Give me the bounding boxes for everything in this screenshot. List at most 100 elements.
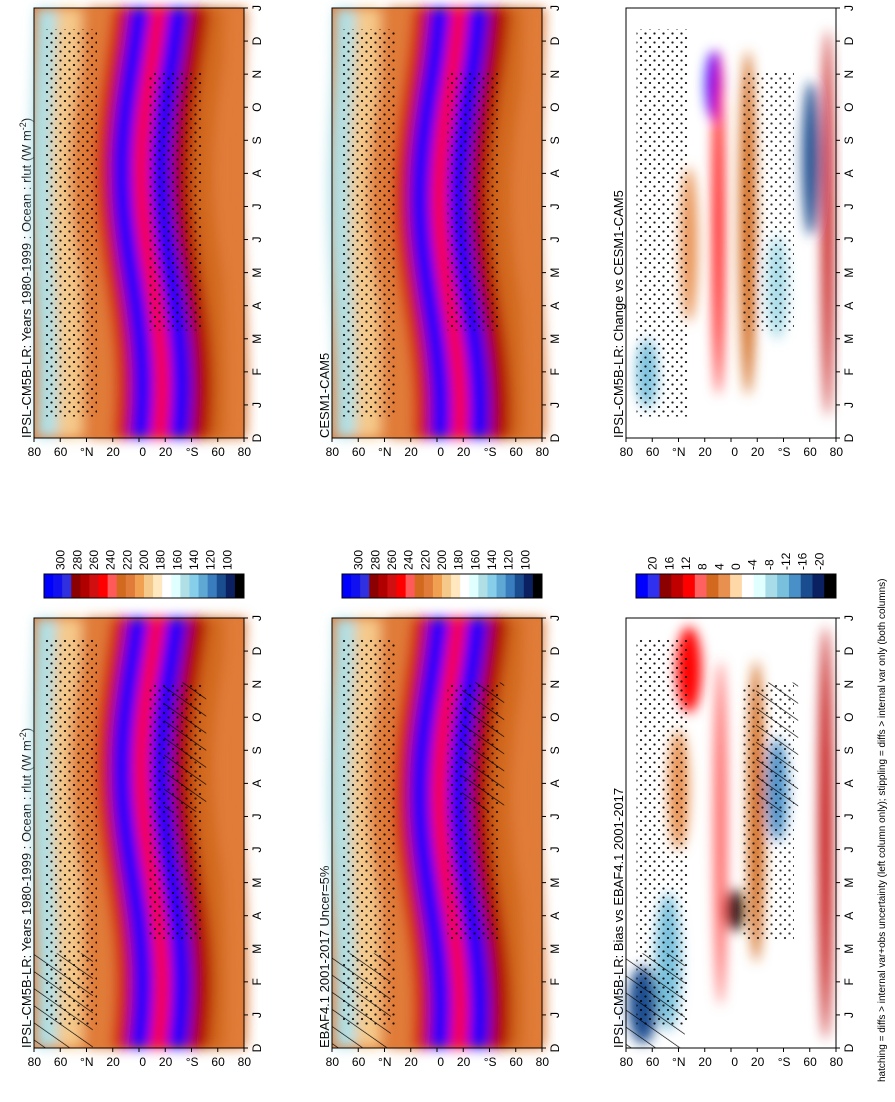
y-tick-label: °S [186,1055,199,1069]
colorbar-swatch [523,574,534,598]
panel-title: IPSL-CM5B-LR: Years 1980-1999 : Ocean : … [18,118,34,438]
x-tick-label: J [250,615,264,621]
x-tick-label: M [250,878,264,888]
colorbar-tick-label: 300 [352,550,366,570]
hatching [756,682,799,812]
colorbar-swatch [71,574,81,598]
y-tick-label: 20 [159,445,173,459]
anomaly [822,29,833,417]
x-tick-label: O [842,103,856,112]
y-tick-label: 80 [326,1055,340,1069]
y-tick-label: 60 [646,1055,660,1069]
y-tick-label: °N [80,445,93,459]
band [392,8,431,438]
y-tick-label: 0 [731,445,738,459]
colorbar-tick-label: 300 [54,550,68,570]
colorbar-swatch [180,574,190,598]
x-tick-label: O [250,103,264,112]
colorbar-swatch [718,574,731,598]
colorbar-frame [43,573,245,599]
colorbar-swatch [360,574,370,598]
x-tick-label: J [842,402,856,408]
x-tick-label: D [548,36,562,45]
x-tick-label: J [548,203,562,209]
title-superscript: -2 [18,732,28,740]
stippling [636,639,689,1027]
stippling [447,72,500,331]
colorbar-tick-label: 220 [418,550,432,570]
colorbar-swatch [107,574,118,598]
x-tick-label: J [548,847,562,853]
colorbar-tick-label: 8 [696,563,710,570]
band [219,618,248,1048]
y-tick-label: 20 [106,445,120,459]
colorbar-swatch [514,574,525,598]
x-tick-label: J [548,813,562,819]
colorbar-swatch [824,574,837,598]
y-tick-label: °N [80,1055,93,1069]
y-tick-label: 80 [238,1055,252,1069]
colorbar-swatch [765,574,778,598]
colorbar-tick-label: 4 [712,563,726,570]
x-tick-label: N [548,680,562,689]
x-tick-label: D [250,646,264,655]
y-tick-label: °N [672,1055,685,1069]
y-tick-label: °N [672,445,685,459]
hatching [332,953,391,1048]
colorbar-swatch [153,574,163,598]
band [489,8,532,438]
colorbar-tick-label: 100 [220,550,234,570]
colorbar-swatch [683,574,696,598]
stippling [149,72,202,331]
y-tick-label: °N [378,445,391,459]
anomaly [726,888,744,932]
colorbar-tick-label: 140 [187,550,201,570]
x-tick-label: S [842,746,856,754]
x-tick-label: O [250,713,264,722]
x-tick-label: S [842,136,856,144]
y-tick-label: °S [778,1055,791,1069]
y-tick-label: 80 [326,445,340,459]
x-tick-label: A [842,912,856,920]
colorbar-swatch [460,574,470,598]
y-tick-label: 60 [509,445,523,459]
colorbar-tick-label: 12 [679,556,693,570]
y-tick-label: 60 [352,445,366,459]
y-tick-label: 60 [509,1055,523,1069]
colorbar-tick-label: -20 [812,552,826,570]
y-tick-label: 80 [28,445,42,459]
panel-title: IPSL-CM5B-LR: Bias vs EBAF4.1 2001-2017 [611,788,626,1048]
colorbar-swatch [378,574,388,598]
y-tick-label: 80 [536,1055,550,1069]
x-tick-label: A [250,302,264,310]
x-tick-label: D [548,646,562,655]
colorbar-swatch [198,574,209,598]
y-tick-label: 20 [751,445,765,459]
stippling [636,29,689,417]
panel-top-left: IPSL-CM5B-LR: Years 1980-1999 : Ocean : … [18,550,264,1069]
x-tick-label: A [250,912,264,920]
band [111,618,154,1048]
y-tick-label: 0 [139,1055,146,1069]
rotated-page: IPSL-CM5B-LR: Years 1980-1999 : Ocean : … [18,5,888,1082]
hatching [626,953,685,1048]
colorbar-tick-label: 20 [646,556,660,570]
x-tick-label: J [250,813,264,819]
colorbar-tick-label: 280 [70,550,84,570]
x-tick-label: J [548,237,562,243]
colorbar-swatch [171,574,181,598]
x-tick-label: D [548,1043,562,1052]
colorbar-swatch [451,574,461,598]
colorbar-swatch [387,574,398,598]
colorbar-swatch [487,574,498,598]
colorbar-swatch [134,574,145,598]
band [517,618,546,1048]
colorbar-tick-label: 240 [104,550,118,570]
x-tick-label: A [842,779,856,787]
colorbar-swatch [234,574,245,598]
colorbar-swatch [694,574,708,598]
colorbar-tick-label: -16 [796,552,810,570]
colorbar-swatch [414,574,425,598]
